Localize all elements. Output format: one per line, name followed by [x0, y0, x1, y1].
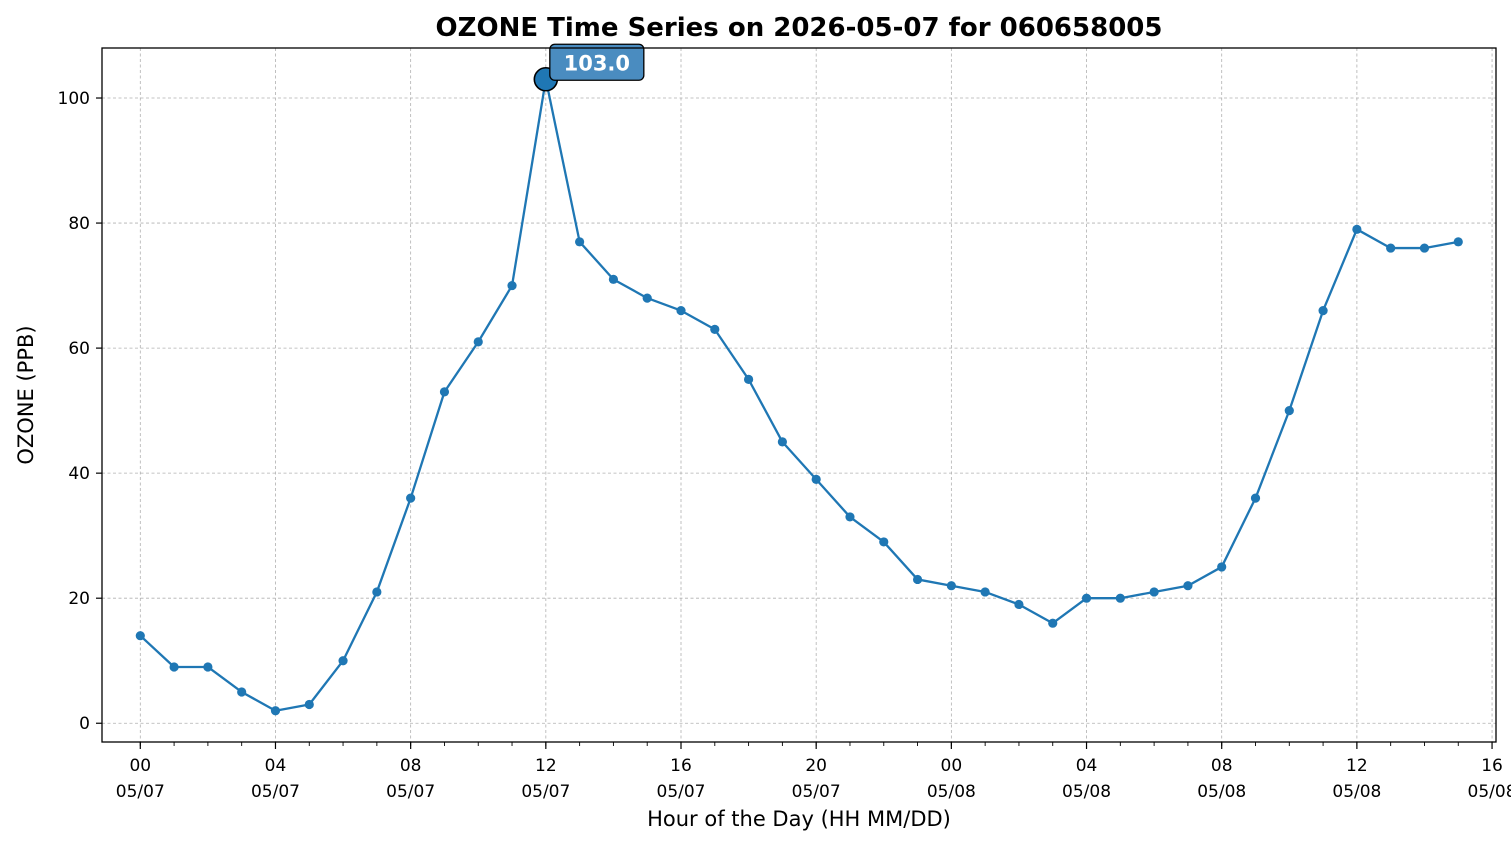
x-tick-label-hour: 12	[535, 756, 557, 776]
x-tick-label-date: 05/08	[1332, 782, 1381, 802]
data-point	[1352, 224, 1362, 234]
series-polyline	[139, 78, 1459, 712]
data-point	[406, 493, 416, 503]
data-point	[743, 374, 754, 384]
annotation-label: 103.0	[564, 51, 630, 75]
x-tick-label-date: 05/07	[792, 782, 841, 802]
data-point	[608, 274, 619, 284]
y-tick-label: 80	[68, 214, 90, 234]
x-tick-label-hour: 16	[670, 756, 692, 776]
x-tick-label-hour: 20	[805, 756, 827, 776]
peak-annotation: 103.0	[533, 43, 645, 92]
data-point	[439, 387, 450, 397]
x-tick-label-date: 05/07	[657, 782, 706, 802]
x-tick-label-date: 05/08	[927, 782, 976, 802]
data-point	[845, 512, 855, 522]
data-point	[946, 581, 956, 591]
data-point	[1386, 243, 1396, 253]
data-point	[1250, 493, 1261, 503]
data-point	[575, 237, 585, 247]
data-point	[1081, 593, 1092, 603]
data-point	[507, 280, 517, 291]
data-point	[1284, 406, 1294, 416]
x-tick-label-date: 05/07	[251, 782, 300, 802]
y-tick-label: 40	[68, 464, 90, 484]
data-point	[710, 324, 720, 334]
x-tick-label-date: 05/08	[1062, 782, 1111, 802]
data-point	[304, 699, 314, 710]
annotation-box	[549, 43, 645, 81]
data-point	[1014, 599, 1024, 610]
y-tick-label: 100	[58, 89, 90, 109]
y-tick-label: 0	[79, 714, 90, 734]
plot-frame	[101, 47, 1497, 743]
data-point	[338, 656, 348, 666]
data-point	[642, 293, 652, 303]
x-tick-label-date: 05/07	[116, 782, 165, 802]
x-tick-label-hour: 04	[265, 756, 287, 776]
data-point	[473, 337, 483, 347]
x-tick-label-hour: 00	[941, 756, 963, 776]
x-tick-label-date: 05/08	[1468, 782, 1511, 802]
data-point	[1217, 562, 1227, 572]
data-point	[879, 537, 889, 547]
data-points	[135, 74, 1463, 716]
x-tick-label-hour: 16	[1481, 756, 1503, 776]
x-tick-label-hour: 00	[129, 756, 151, 776]
data-point	[777, 437, 787, 447]
x-tick-label-hour: 08	[400, 756, 422, 776]
y-tick-label: 20	[68, 589, 90, 609]
data-point	[1453, 237, 1463, 247]
data-point	[135, 631, 145, 641]
y-axis-label: OZONE (PPB)	[14, 325, 38, 464]
data-point	[203, 662, 213, 672]
grid	[102, 48, 1496, 742]
x-tick-label-hour: 08	[1211, 756, 1233, 776]
data-point	[237, 687, 247, 697]
x-tick-label-date: 05/07	[521, 782, 570, 802]
data-point	[912, 574, 923, 585]
chart-title: OZONE Time Series on 2026-05-07 for 0606…	[436, 13, 1163, 43]
x-tick-label-date: 05/07	[386, 782, 435, 802]
x-tick-label-hour: 12	[1346, 756, 1368, 776]
axes: 0 20 40 60 80 100 00 05/07 04 05/07 08 05/07 12 05/07…	[58, 89, 1511, 802]
series-line	[139, 78, 1459, 712]
data-point	[980, 587, 990, 597]
data-point	[676, 305, 686, 316]
data-point	[169, 662, 179, 672]
x-tick-label-hour: 04	[1076, 756, 1098, 776]
data-point	[1318, 305, 1328, 316]
x-axis-label: Hour of the Day (HH MM/DD)	[647, 807, 951, 831]
data-point	[1048, 618, 1058, 628]
data-point	[811, 474, 821, 485]
data-point	[1149, 587, 1159, 597]
data-point	[1115, 593, 1125, 603]
x-tick-label-date: 05/08	[1197, 782, 1246, 802]
data-point	[1419, 243, 1430, 253]
data-point	[1183, 581, 1193, 591]
y-tick-label: 60	[68, 339, 90, 359]
data-point	[270, 706, 281, 716]
data-point	[372, 587, 382, 597]
